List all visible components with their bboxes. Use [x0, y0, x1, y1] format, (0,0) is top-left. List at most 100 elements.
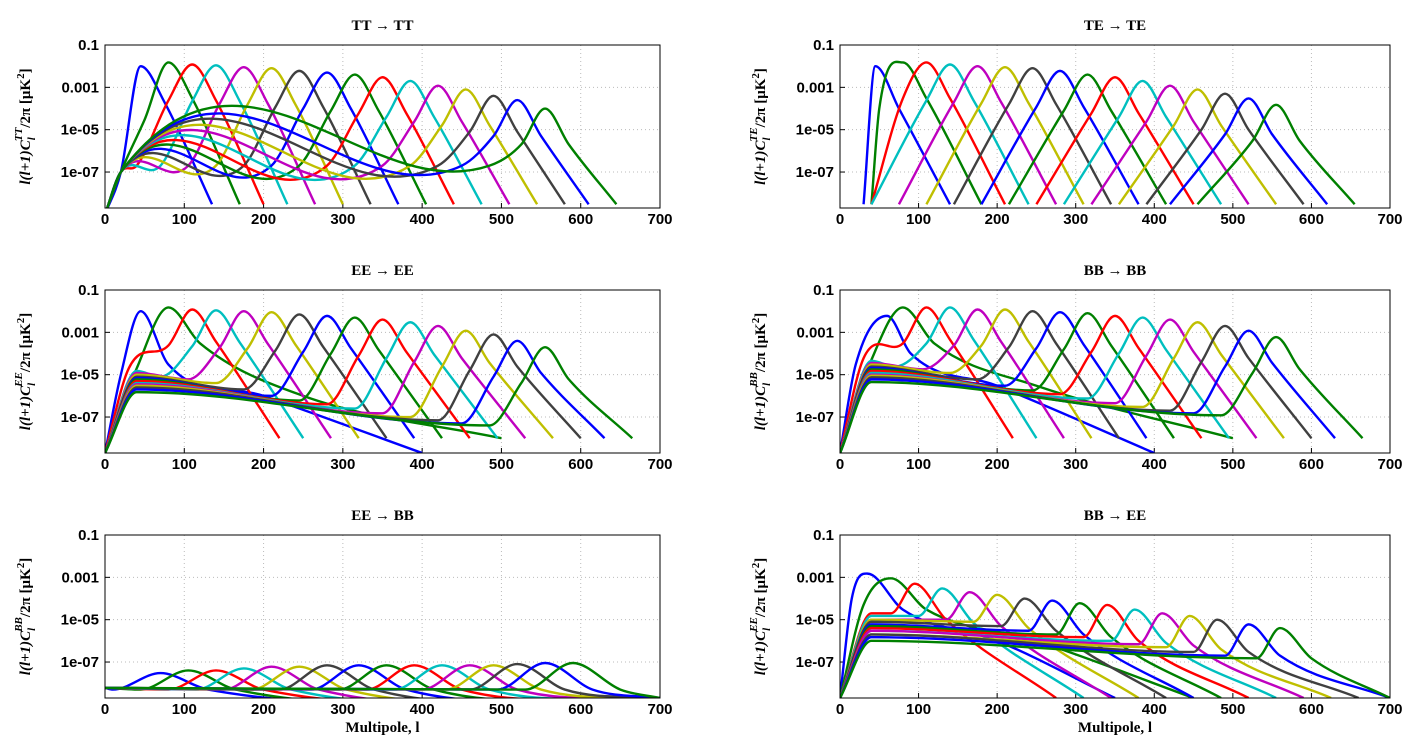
x-axis-label: Multipole, l	[345, 720, 419, 736]
curve	[105, 309, 305, 453]
y-tick-label: 0.001	[796, 569, 834, 586]
y-label-sub: l	[26, 627, 38, 631]
curve	[1145, 92, 1305, 205]
y-tick-label: 0.001	[796, 324, 834, 341]
y-tick-label: 1e-05	[61, 367, 99, 384]
x-tick-label: 500	[1220, 456, 1245, 473]
y-label-sub: l	[761, 382, 773, 386]
series-group	[105, 661, 660, 698]
y-tick-label: 0.1	[78, 282, 99, 299]
curve	[840, 603, 1250, 698]
chart-title: EE → EE	[351, 263, 414, 279]
curve	[105, 313, 388, 453]
y-axis-label: l(l+1)ClEE/2π [μK2]	[748, 558, 773, 675]
y-label-sup: 2	[15, 73, 27, 79]
x-tick-label: 0	[836, 211, 844, 228]
y-tick-label: 1e-05	[61, 122, 99, 139]
curve	[105, 314, 416, 453]
x-tick-label: 600	[568, 456, 593, 473]
y-label-sub: l	[26, 136, 38, 140]
x-tick-label: 700	[1377, 456, 1402, 473]
y-label-sup: 2	[750, 73, 762, 79]
curve	[1035, 76, 1195, 205]
x-tick-label: 500	[489, 456, 514, 473]
y-label-sup: 2	[15, 317, 27, 323]
y-label-sub: l	[26, 382, 38, 386]
curve	[105, 329, 554, 453]
plot-area	[105, 535, 660, 698]
x-tick-label: 300	[1063, 211, 1088, 228]
x-tick-label: 700	[647, 456, 672, 473]
x-tick-label: 400	[1142, 701, 1167, 718]
y-tick-label: 0.001	[796, 79, 834, 96]
y-label-text: l(l+1)C	[753, 385, 769, 430]
x-tick-label: 500	[489, 701, 514, 718]
y-label-sup: TE	[748, 127, 760, 141]
x-tick-label: 200	[251, 456, 276, 473]
chart-title: EE → BB	[351, 508, 414, 524]
curve	[840, 626, 1390, 698]
curve	[1169, 97, 1329, 206]
x-tick-label: 500	[1220, 211, 1245, 228]
x-tick-label: 600	[1299, 211, 1324, 228]
x-tick-label: 100	[906, 456, 931, 473]
y-label-text: /2π [μK	[18, 79, 34, 129]
panel: 0 100 200 300 400 500 600 700 0.1 0.001 1e-05 1e-07…	[13, 508, 673, 736]
curve	[840, 321, 1285, 453]
y-label-text: /2π [μK	[753, 323, 769, 373]
curve	[840, 309, 1120, 453]
y-axis-label: l(l+1)ClBB/2π [μK2]	[748, 313, 773, 430]
y-label-sup: TT	[13, 126, 25, 141]
curve	[105, 324, 527, 453]
curve	[840, 314, 1203, 453]
curve	[870, 61, 1007, 205]
y-tick-label: 1e-07	[61, 164, 99, 181]
y-tick-label: 0.1	[78, 527, 99, 544]
y-tick-label: 0.001	[61, 324, 99, 341]
x-tick-label: 100	[172, 211, 197, 228]
y-tick-label: 1e-05	[796, 612, 834, 629]
y-label-text: l(l+1)C	[18, 385, 34, 430]
curve	[840, 329, 1336, 453]
x-tick-label: 400	[410, 701, 435, 718]
curve	[925, 65, 1085, 205]
curve	[840, 314, 1155, 453]
panel: 0 100 200 300 400 500 600 700 0.1 0.001 1e-05 1e-07…	[748, 508, 1403, 736]
axes-frame	[104, 44, 661, 209]
y-label-text: ]	[18, 558, 34, 563]
y-tick-label: 0.1	[813, 282, 834, 299]
curve	[870, 60, 983, 205]
curve	[105, 333, 582, 453]
curve	[840, 572, 1116, 698]
chart-title: BB → EE	[1084, 508, 1147, 524]
curve	[840, 308, 1093, 453]
y-tick-label: 0.1	[78, 37, 99, 54]
curve	[952, 67, 1113, 205]
y-tick-label: 1e-07	[796, 409, 834, 426]
y-tick-label: 1e-05	[796, 122, 834, 139]
curve	[105, 316, 443, 453]
x-tick-label: 400	[1142, 211, 1167, 228]
curve	[840, 335, 1364, 453]
x-tick-label: 400	[1142, 456, 1167, 473]
y-axis-label: l(l+1)ClBB/2π [μK2]	[13, 558, 38, 675]
x-tick-label: 0	[836, 456, 844, 473]
y-label-text: l(l+1)C	[18, 630, 34, 675]
axes-frame	[104, 289, 661, 454]
y-label-text: l(l+1)C	[18, 139, 34, 184]
x-tick-label: 200	[985, 456, 1010, 473]
y-label-text: /2π [μK	[753, 78, 769, 128]
x-tick-label: 0	[101, 701, 109, 718]
curve	[840, 312, 1175, 453]
curve	[840, 618, 1360, 698]
curve	[105, 321, 499, 453]
curve	[105, 671, 660, 698]
y-tick-label: 0.001	[61, 79, 99, 96]
curve	[105, 345, 634, 453]
x-tick-label: 400	[410, 211, 435, 228]
x-tick-label: 700	[1377, 211, 1402, 228]
y-axis-label: l(l+1)ClTE/2π [μK2]	[748, 68, 773, 185]
x-tick-label: 200	[985, 211, 1010, 228]
x-tick-label: 100	[906, 701, 931, 718]
